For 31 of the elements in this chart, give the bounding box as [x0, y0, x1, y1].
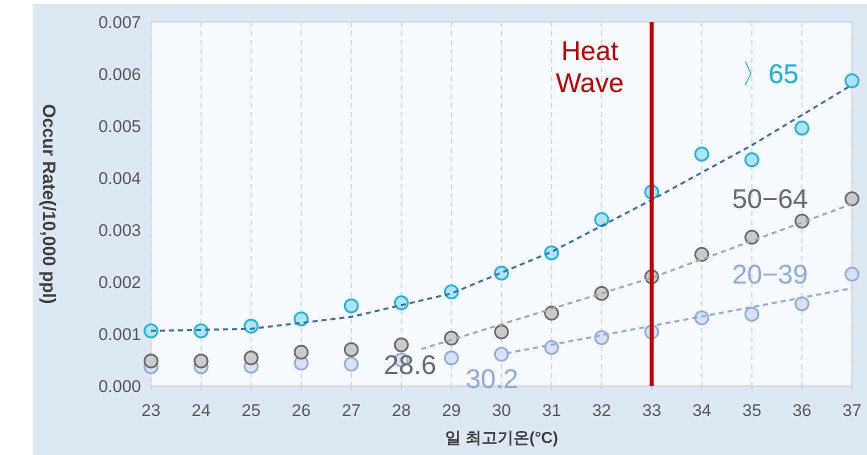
y-tick-label: 0.002	[98, 273, 141, 292]
y-axis-title: Occur Rate(/10,000 ppl)	[39, 104, 59, 304]
x-tick-label: 32	[592, 401, 612, 420]
y-tick-label: 0.005	[98, 117, 141, 136]
x-tick-label: 25	[242, 401, 261, 420]
y-tick-label: 0.001	[98, 325, 141, 344]
y-tick-label: 0.004	[98, 169, 141, 188]
ref-line-label: Heat Wave	[556, 36, 624, 98]
annotation: 30.2	[466, 364, 518, 394]
y-tick-label: 0.007	[98, 13, 141, 32]
x-tick-label: 23	[142, 401, 160, 420]
y-tick-label: 0.006	[98, 65, 141, 84]
x-axis-title: 일 최고기온(°C)	[444, 430, 558, 447]
y-tick-label: 0.000	[98, 377, 141, 396]
x-tick-label: 30	[492, 401, 511, 420]
x-tick-label: 27	[342, 401, 361, 420]
x-tick-label: 26	[292, 401, 311, 420]
x-tick-label: 37	[842, 401, 862, 420]
x-tick-label: 31	[542, 401, 562, 420]
x-tick-label: 28	[392, 401, 411, 420]
x-tick-label: 29	[442, 401, 461, 420]
series-label: 20−39	[732, 259, 808, 290]
x-tick-label: 35	[742, 401, 762, 420]
annotation: 28.6	[384, 350, 436, 380]
x-tick-label: 36	[792, 401, 812, 420]
x-tick-label: 33	[642, 401, 662, 420]
x-tick-label: 24	[192, 401, 211, 420]
y-tick-label: 0.003	[98, 221, 141, 240]
series-label: 50−64	[732, 184, 808, 214]
x-tick-label: 34	[692, 401, 712, 420]
series-label: 〉65	[741, 58, 799, 89]
